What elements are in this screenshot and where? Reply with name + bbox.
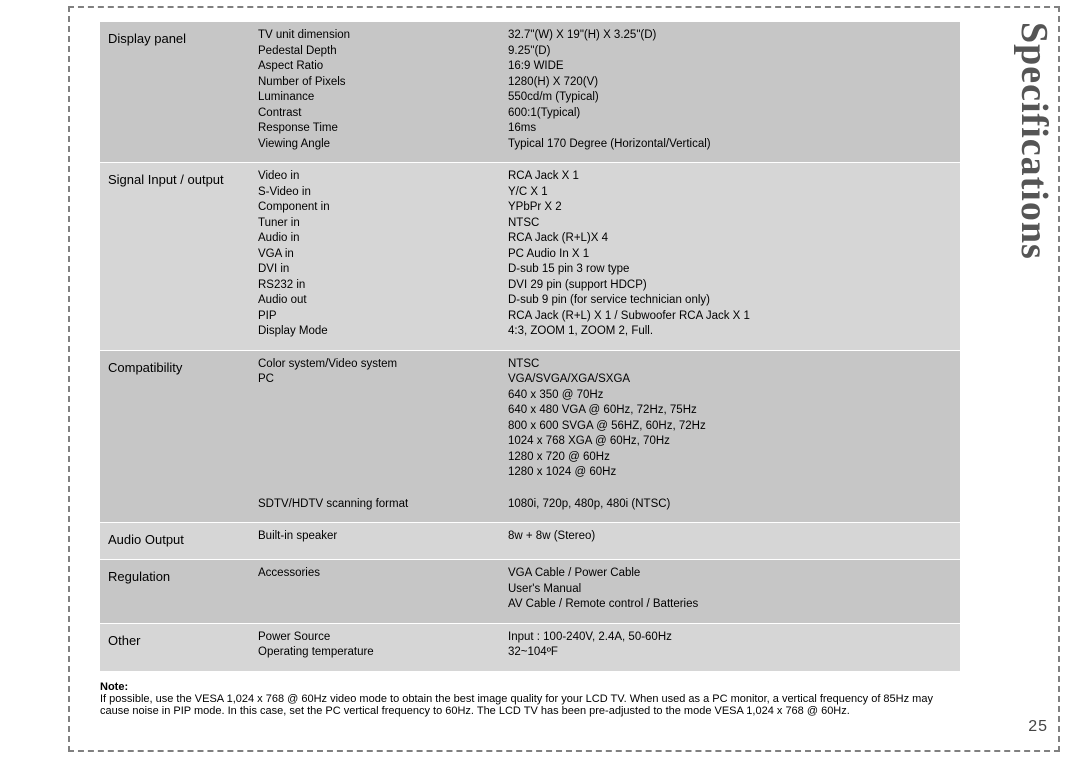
table-row: Signal Input / output Video in S-Video i… (100, 163, 960, 350)
table-row: Audio Output Built-in speaker 8w + 8w (S… (100, 523, 960, 559)
page: Specifications 25 Display panel TV unit … (0, 0, 1080, 758)
table-row: Compatibility Color system/Video system … (100, 351, 960, 491)
param-cell: Video in S-Video in Component in Tuner i… (250, 163, 500, 350)
note-block: Note: If possible, use the VESA 1,024 x … (100, 681, 960, 717)
category-cell: Other (100, 624, 250, 671)
value-cell: RCA Jack X 1 Y/C X 1 YPbPr X 2 NTSC RCA … (500, 163, 960, 350)
table-row: Regulation Accessories VGA Cable / Power… (100, 560, 960, 623)
note-text: If possible, use the VESA 1,024 x 768 @ … (100, 693, 933, 717)
param-cell: Accessories (250, 560, 500, 623)
value-cell: 32.7"(W) X 19"(H) X 3.25"(D) 9.25"(D) 16… (500, 22, 960, 162)
param-cell: SDTV/HDTV scanning format (250, 491, 500, 523)
category-cell: Audio Output (100, 523, 250, 559)
table-row: Display panel TV unit dimension Pedestal… (100, 22, 960, 162)
table-row: Other Power Source Operating temperature… (100, 624, 960, 671)
category-cell: Display panel (100, 22, 250, 162)
note-label: Note: (100, 681, 128, 693)
value-cell: Input : 100-240V, 2.4A, 50-60Hz 32~104ºF (500, 624, 960, 671)
value-cell: 1080i, 720p, 480p, 480i (NTSC) (500, 491, 960, 523)
param-cell: Built-in speaker (250, 523, 500, 559)
value-cell: 8w + 8w (Stereo) (500, 523, 960, 559)
param-cell: Color system/Video system PC (250, 351, 500, 491)
content-area: Display panel TV unit dimension Pedestal… (100, 22, 1040, 736)
category-cell: Regulation (100, 560, 250, 623)
category-cell: Signal Input / output (100, 163, 250, 350)
spec-table: Display panel TV unit dimension Pedestal… (100, 22, 960, 671)
param-cell: Power Source Operating temperature (250, 624, 500, 671)
category-cell: Compatibility (100, 351, 250, 523)
param-cell: TV unit dimension Pedestal Depth Aspect … (250, 22, 500, 162)
value-cell: VGA Cable / Power Cable User's Manual AV… (500, 560, 960, 623)
value-cell: NTSC VGA/SVGA/XGA/SXGA 640 x 350 @ 70Hz … (500, 351, 960, 491)
